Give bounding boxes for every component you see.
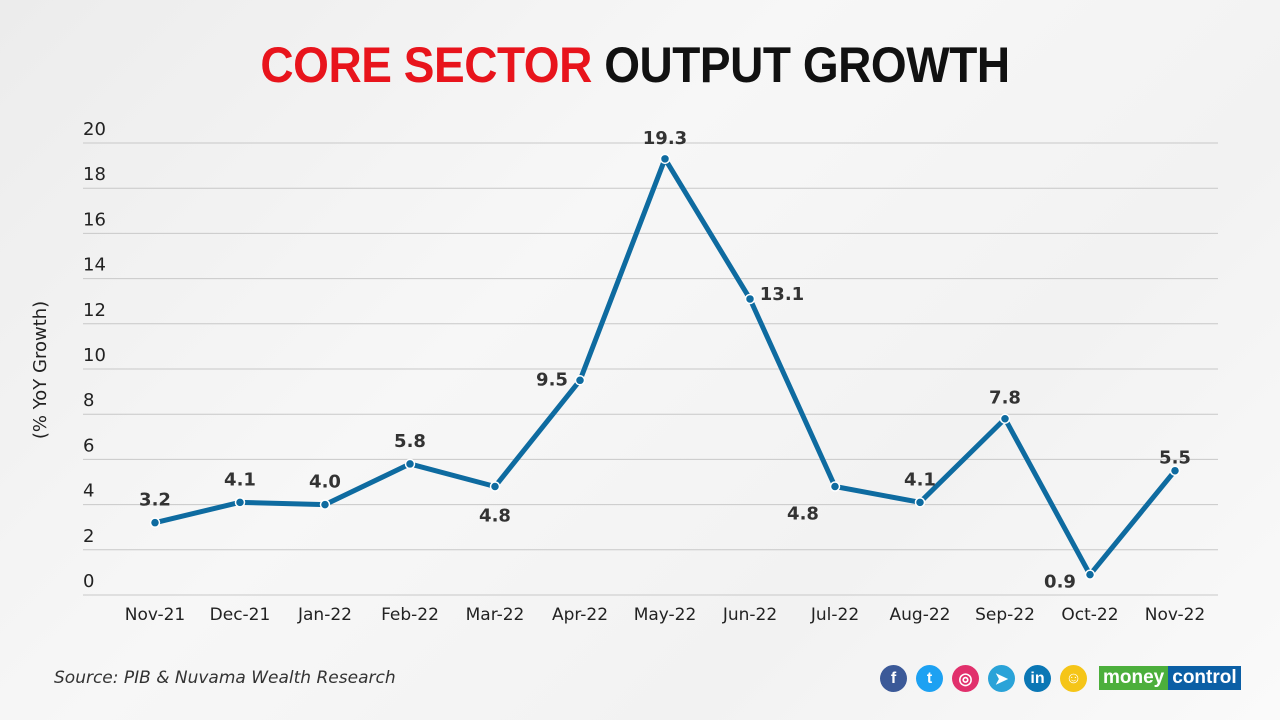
x-tick-label: Nov-21: [125, 605, 186, 625]
y-axis-label: (% YoY Growth): [30, 301, 51, 439]
y-tick-label: 10: [83, 345, 106, 366]
x-tick-label: Jan-22: [297, 605, 352, 625]
x-tick-label: Sep-22: [975, 605, 1035, 625]
x-tick-label: May-22: [634, 605, 697, 625]
series-line: [154, 156, 1177, 578]
x-tick-label: Nov-22: [1145, 605, 1206, 625]
data-label: 4.8: [479, 506, 511, 527]
data-label: 5.5: [1159, 448, 1191, 469]
data-point: [319, 499, 331, 510]
data-point: [999, 413, 1011, 424]
x-tick-label: Mar-22: [466, 605, 525, 625]
x-tick-label: Jul-22: [810, 605, 859, 625]
data-point: [404, 458, 416, 470]
x-tick-label: Feb-22: [381, 605, 439, 625]
data-label: 7.8: [989, 388, 1021, 409]
data-point: [1084, 569, 1096, 580]
data-point: [489, 481, 501, 492]
y-tick-label: 6: [83, 435, 94, 456]
chart-title: CORE SECTOR OUTPUT GROWTH: [51, 36, 1219, 94]
snapchat-icon[interactable]: ☺: [1060, 665, 1087, 692]
y-tick-label: 18: [83, 164, 106, 185]
data-label: 0.9: [1044, 572, 1076, 593]
data-point: [744, 293, 756, 305]
y-tick-label: 20: [83, 119, 106, 140]
data-point: [149, 517, 161, 528]
data-point: [914, 497, 926, 508]
telegram-icon[interactable]: ➤: [988, 665, 1015, 692]
x-tick-label: Dec-21: [210, 605, 271, 625]
data-label: 4.8: [787, 504, 819, 525]
data-label: 4.0: [309, 472, 341, 493]
y-tick-label: 4: [83, 481, 94, 502]
linkedin-icon[interactable]: in: [1024, 665, 1051, 692]
data-label: 13.1: [760, 284, 804, 305]
facebook-icon[interactable]: f: [880, 665, 907, 692]
y-tick-label: 2: [83, 526, 94, 547]
data-label: 9.5: [536, 369, 568, 390]
title-highlight: CORE SECTOR: [260, 37, 592, 93]
data-label: 19.3: [643, 128, 687, 149]
instagram-icon[interactable]: ◎: [952, 665, 979, 692]
data-label: 4.1: [904, 469, 936, 490]
moneycontrol-logo: money control: [1099, 666, 1241, 690]
y-tick-label: 14: [83, 255, 106, 276]
social-icons: f t ◎ ➤ in ☺: [880, 665, 1087, 692]
data-label: 4.1: [224, 469, 256, 490]
data-label: 3.2: [139, 490, 171, 511]
data-point: [1169, 465, 1181, 476]
source-note: Source: PIB & Nuvama Wealth Research: [54, 668, 396, 688]
twitter-icon[interactable]: t: [916, 665, 943, 692]
data-point: [574, 375, 586, 386]
data-point: [234, 497, 246, 508]
y-tick-label: 8: [83, 390, 94, 411]
data-point: [659, 153, 671, 165]
x-tick-label: Apr-22: [552, 605, 608, 625]
y-tick-label: 12: [83, 300, 106, 321]
data-point: [829, 481, 841, 492]
y-tick-label: 0: [83, 571, 94, 592]
x-tick-label: Aug-22: [890, 605, 951, 625]
x-tick-label: Jun-22: [722, 605, 777, 625]
y-tick-label: 16: [83, 209, 106, 230]
title-rest: OUTPUT GROWTH: [604, 37, 1010, 93]
data-label: 5.8: [394, 431, 426, 452]
x-tick-label: Oct-22: [1061, 605, 1118, 625]
